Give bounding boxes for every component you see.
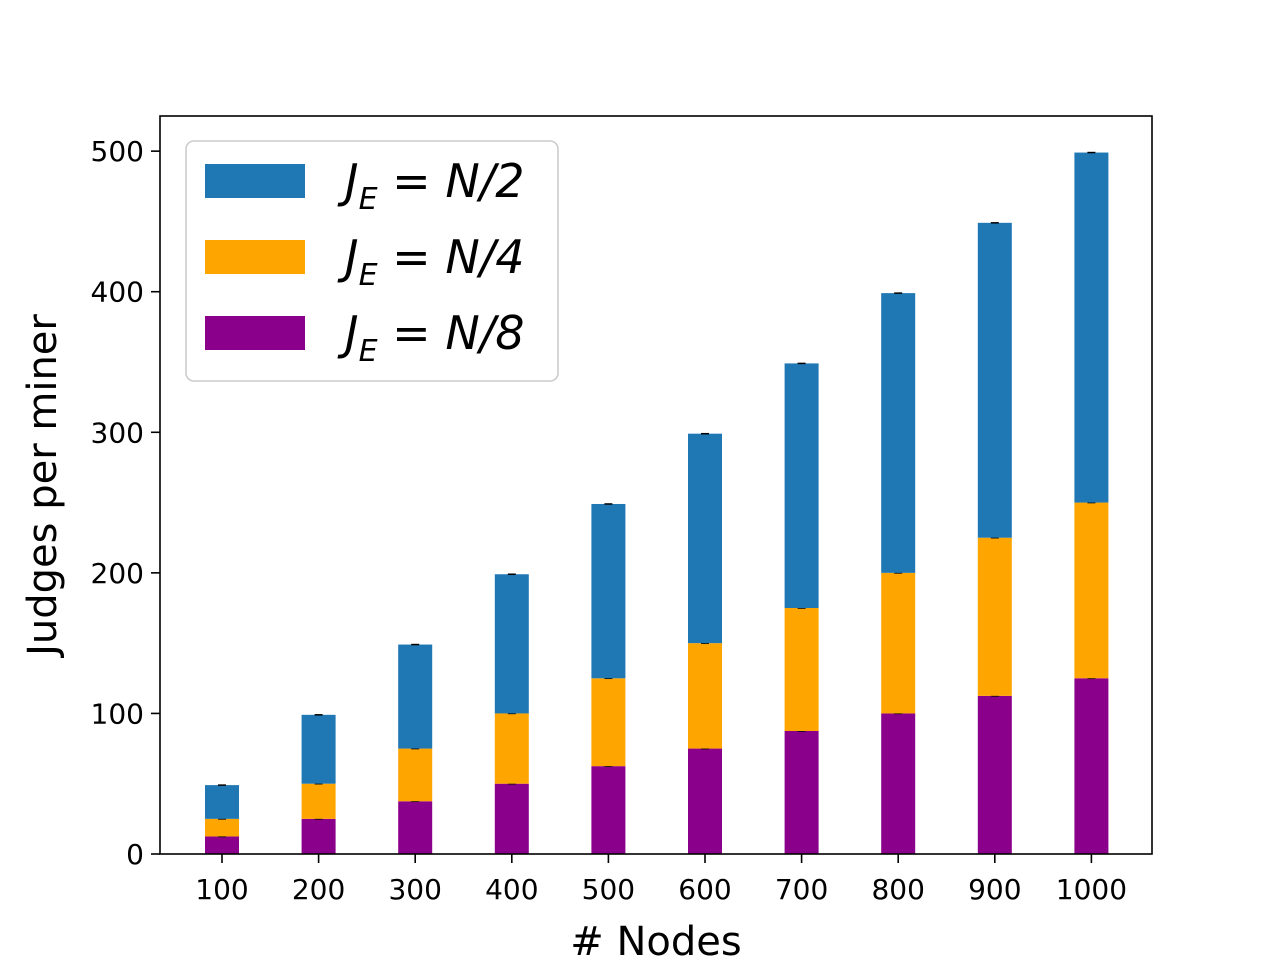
- y-ticks-group: 0 100 200 300 400 500: [91, 135, 160, 871]
- bar-segment: [494, 574, 529, 714]
- legend-swatch: [205, 240, 305, 274]
- x-tick-label: 200: [292, 873, 345, 906]
- bar-segment: [301, 714, 336, 784]
- bar-segment: [494, 783, 529, 854]
- bar-segment: [881, 713, 916, 854]
- y-tick-label: 500: [91, 135, 144, 168]
- bar-segment: [205, 836, 239, 854]
- bar-segment: [301, 818, 336, 854]
- bar-segment: [977, 695, 1012, 854]
- x-tick-label: 1000: [1056, 873, 1127, 906]
- y-axis-title: Judges per miner: [20, 314, 66, 659]
- plot-frame: [159, 115, 1153, 855]
- x-tick-label: 800: [871, 873, 924, 906]
- bar-segment: [784, 363, 819, 608]
- bar-segment: [977, 222, 1012, 538]
- y-tick-label: 0: [126, 838, 144, 871]
- x-tick-label: 900: [968, 873, 1021, 906]
- x-ticks-group: 100 200 300 400 500 600 700 800 900 1000: [195, 854, 1127, 906]
- bar-segment: [205, 818, 239, 837]
- bar-segment: [301, 783, 336, 819]
- legend-swatch: [205, 316, 305, 350]
- y-tick-label: 100: [91, 697, 144, 730]
- bar-segment: [494, 713, 529, 784]
- bar-segment: [398, 801, 433, 854]
- bar-segment: [881, 572, 916, 714]
- bar-segment: [688, 433, 722, 644]
- bar-segment: [205, 785, 239, 819]
- bar-segment: [977, 537, 1012, 696]
- bar-segment: [591, 503, 626, 679]
- bar-segment: [688, 748, 722, 854]
- bar-segment: [398, 748, 433, 802]
- bar-segment: [398, 644, 433, 749]
- bars-group: [205, 151, 1109, 854]
- bar-segment: [784, 731, 819, 854]
- legend: JE = N/2JE = N/4JE = N/8: [185, 140, 559, 382]
- x-tick-label: 700: [775, 873, 828, 906]
- bar-segment: [881, 293, 916, 573]
- bar-segment: [1074, 678, 1109, 854]
- x-tick-label: 300: [388, 873, 441, 906]
- x-axis-title: # Nodes: [570, 919, 741, 960]
- y-tick-label: 200: [91, 557, 144, 590]
- bar-segment: [591, 766, 626, 854]
- y-tick-label: 300: [91, 416, 144, 449]
- x-tick-label: 500: [582, 873, 635, 906]
- bar-segment: [1074, 502, 1109, 679]
- y-tick-label: 400: [91, 276, 144, 309]
- bar-segment: [591, 678, 626, 767]
- legend-swatch: [205, 164, 305, 198]
- bar-segment: [784, 608, 819, 731]
- legend-label: JE = N/4: [337, 230, 525, 293]
- bar-segment: [688, 643, 722, 749]
- bar-segment: [1074, 152, 1109, 503]
- x-tick-label: 400: [485, 873, 538, 906]
- x-tick-label: 600: [678, 873, 731, 906]
- x-tick-label: 100: [195, 873, 248, 906]
